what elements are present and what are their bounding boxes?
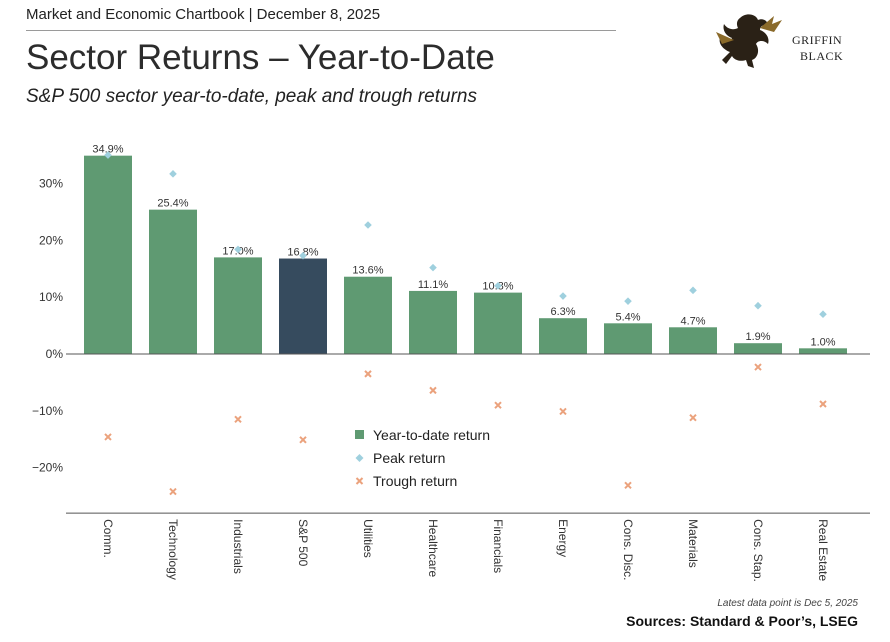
data-label-materials: 4.7% bbox=[680, 315, 705, 327]
trough-marker-utilities bbox=[364, 370, 372, 378]
trough-marker-healthcare bbox=[429, 386, 437, 395]
trough-marker-comm bbox=[104, 433, 112, 441]
legend-swatch-peak bbox=[355, 454, 364, 462]
bar-utilities bbox=[344, 276, 392, 354]
data-label-cons-stap: 1.9% bbox=[745, 331, 770, 343]
legend-label-trough-return: Trough return bbox=[373, 473, 457, 489]
peak-marker-healthcare bbox=[429, 263, 437, 272]
legend-label-year-to-date-return: Year-to-date return bbox=[373, 427, 490, 443]
bar-energy bbox=[539, 318, 587, 354]
trough-marker-materials bbox=[689, 413, 697, 422]
page-subtitle: S&P 500 sector year-to-date, peak and tr… bbox=[26, 86, 477, 107]
peak-marker-energy bbox=[559, 292, 567, 300]
x-tick-label-comm: Comm. bbox=[101, 519, 115, 558]
bar-cons-disc bbox=[604, 323, 652, 354]
bar-comm bbox=[84, 155, 132, 354]
data-label-comm: 34.9% bbox=[92, 144, 123, 156]
peak-marker-cons-stap bbox=[754, 301, 762, 310]
peak-marker-cons-disc bbox=[624, 297, 632, 305]
trough-marker-real-estate bbox=[819, 400, 827, 408]
y-tick-label: 20% bbox=[39, 233, 63, 247]
x-tick-label-technology: Technology bbox=[166, 519, 180, 580]
peak-marker-comm bbox=[104, 151, 112, 159]
page-title: Sector Returns – Year-to-Date bbox=[26, 38, 495, 77]
data-label-energy: 6.3% bbox=[550, 306, 575, 318]
peak-marker-industrials bbox=[234, 245, 242, 254]
y-tick-label: 0% bbox=[46, 347, 64, 361]
x-tick-label-healthcare: Healthcare bbox=[426, 519, 440, 577]
legend-swatch-ytd bbox=[355, 430, 364, 439]
bar-cons-stap bbox=[734, 343, 782, 354]
bar-industrials bbox=[214, 257, 262, 354]
x-tick-label-industrials: Industrials bbox=[231, 519, 245, 574]
x-tick-label-s-p-500: S&P 500 bbox=[296, 519, 310, 566]
data-label-utilities: 13.6% bbox=[352, 265, 383, 277]
bar-healthcare bbox=[409, 290, 457, 354]
data-label-cons-disc: 5.4% bbox=[615, 311, 640, 323]
x-tick-label-energy: Energy bbox=[556, 519, 570, 557]
header-divider bbox=[26, 30, 616, 31]
x-tick-label-cons-stap: Cons. Stap. bbox=[751, 519, 765, 582]
peak-marker-s-p-500 bbox=[299, 251, 307, 260]
sector-returns-chart: 30%20%10%0%−10%−20%34.9%25.4%17.0%16.8%1… bbox=[32, 144, 870, 582]
data-label-technology: 25.4% bbox=[157, 198, 188, 210]
x-tick-label-cons-disc: Cons. Disc. bbox=[621, 519, 635, 580]
y-tick-label: −10% bbox=[32, 404, 63, 418]
bar-materials bbox=[669, 327, 717, 354]
sources-line: Sources: Standard & Poor’s, LSEG bbox=[626, 613, 858, 629]
x-tick-label-real-estate: Real Estate bbox=[816, 519, 830, 581]
bar-technology bbox=[149, 209, 197, 354]
data-label-real-estate: 1.0% bbox=[810, 336, 835, 348]
x-tick-label-materials: Materials bbox=[686, 519, 700, 568]
peak-marker-utilities bbox=[364, 221, 372, 229]
griffin-emblem-icon bbox=[716, 14, 782, 68]
y-tick-label: −20% bbox=[32, 461, 63, 475]
latest-data-note: Latest data point is Dec 5, 2025 bbox=[717, 598, 858, 609]
x-tick-label-financials: Financials bbox=[491, 519, 505, 573]
peak-marker-real-estate bbox=[819, 310, 827, 319]
peak-marker-financials bbox=[494, 282, 502, 290]
griffin-black-logo: GRIFFIN BLACK bbox=[716, 14, 843, 68]
bar-s-p-500 bbox=[279, 258, 327, 354]
bar-financials bbox=[474, 292, 522, 354]
trough-marker-technology bbox=[169, 487, 177, 496]
legend-swatch-trough bbox=[355, 477, 364, 485]
peak-marker-materials bbox=[689, 286, 697, 295]
bar-real-estate bbox=[799, 348, 847, 354]
trough-marker-financials bbox=[494, 401, 502, 409]
y-tick-label: 10% bbox=[39, 290, 63, 304]
trough-marker-industrials bbox=[234, 415, 242, 424]
legend-label-peak-return: Peak return bbox=[373, 450, 445, 466]
chartbook-header: Market and Economic Chartbook | December… bbox=[26, 6, 381, 23]
data-label-healthcare: 11.1% bbox=[418, 279, 449, 291]
y-tick-label: 30% bbox=[39, 177, 63, 191]
trough-marker-energy bbox=[559, 407, 567, 416]
logo-text-black: BLACK bbox=[800, 49, 843, 63]
trough-marker-cons-disc bbox=[624, 481, 632, 489]
peak-marker-technology bbox=[169, 170, 177, 178]
trough-marker-s-p-500 bbox=[299, 436, 307, 444]
x-tick-label-utilities: Utilities bbox=[361, 519, 375, 558]
trough-marker-cons-stap bbox=[754, 363, 762, 371]
logo-text-griffin: GRIFFIN bbox=[792, 33, 842, 47]
